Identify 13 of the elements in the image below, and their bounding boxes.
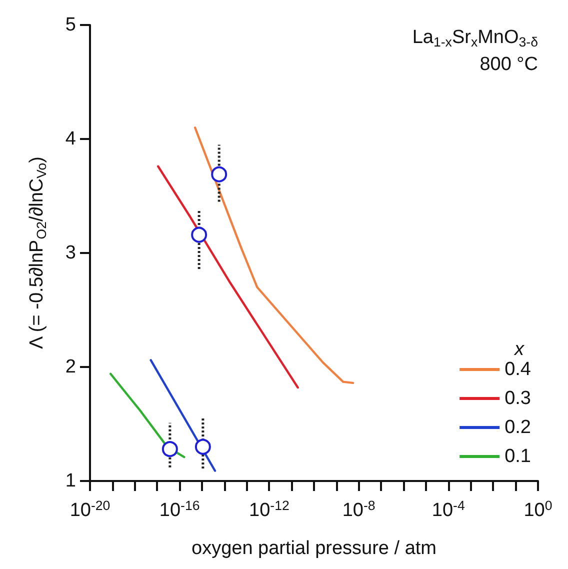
y-tick-label: 2 (65, 356, 76, 378)
legend-label: 0.2 (504, 417, 532, 438)
y-tick-label: 1 (65, 470, 76, 492)
y-tick-label: 4 (65, 128, 76, 150)
legend-title: x (514, 339, 526, 360)
y-axis-title: Λ (= -0.5∂lnPO2/∂lnCVo) (26, 156, 49, 349)
legend-label: 0.4 (504, 359, 532, 380)
legend-label: 0.1 (504, 446, 532, 467)
y-tick-label: 5 (65, 14, 76, 36)
annotation: 800 °C (480, 54, 538, 75)
x-axis-title: oxygen partial pressure / atm (191, 538, 437, 559)
y-tick-label: 3 (65, 242, 76, 264)
legend-label: 0.3 (504, 388, 532, 409)
